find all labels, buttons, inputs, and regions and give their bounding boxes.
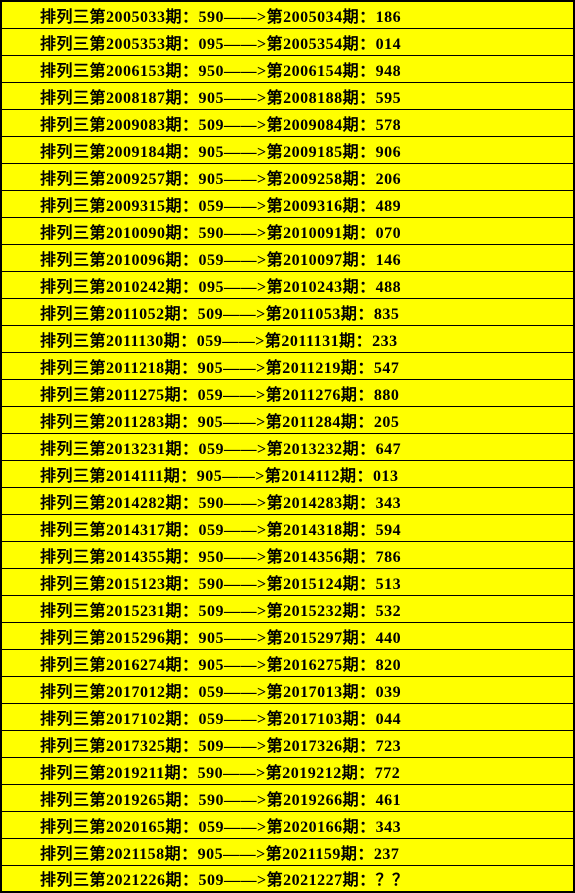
table-row: 排列三第2005353期：095——>第2005354期：014 [1, 28, 574, 55]
lottery-record-cell: 排列三第2008187期：905——>第2008188期：595 [1, 82, 574, 109]
table-row: 排列三第2009257期：905——>第2009258期：206 [1, 163, 574, 190]
table-row: 排列三第2011130期：059——>第2011131期：233 [1, 325, 574, 352]
table-row: 排列三第2016274期：905——>第2016275期：820 [1, 649, 574, 676]
table-row: 排列三第2008187期：905——>第2008188期：595 [1, 82, 574, 109]
table-row: 排列三第2015296期：905——>第2015297期：440 [1, 622, 574, 649]
table-row: 排列三第2019211期：590——>第2019212期：772 [1, 757, 574, 784]
table-row: 排列三第2021158期：905——>第2021159期：237 [1, 838, 574, 865]
table-row: 排列三第2005033期：590——>第2005034期：186 [1, 1, 574, 28]
lottery-record-cell: 排列三第2011052期：509——>第2011053期：835 [1, 298, 574, 325]
table-row: 排列三第2021226期：509——>第2021227期：？？ [1, 865, 574, 892]
lottery-record-cell: 排列三第2009184期：905——>第2009185期：906 [1, 136, 574, 163]
lottery-record-cell: 排列三第2014317期：059——>第2014318期：594 [1, 514, 574, 541]
lottery-record-cell: 排列三第2011275期：059——>第2011276期：880 [1, 379, 574, 406]
table-row: 排列三第2011218期：905——>第2011219期：547 [1, 352, 574, 379]
lottery-record-cell: 排列三第2006153期：950——>第2006154期：948 [1, 55, 574, 82]
lottery-record-cell: 排列三第2014111期：905——>第2014112期：013 [1, 460, 574, 487]
table-row: 排列三第2009083期：509——>第2009084期：578 [1, 109, 574, 136]
lottery-record-cell: 排列三第2021226期：509——>第2021227期：？？ [1, 865, 574, 892]
table-row: 排列三第2017325期：509——>第2017326期：723 [1, 730, 574, 757]
lottery-record-cell: 排列三第2009315期：059——>第2009316期：489 [1, 190, 574, 217]
table-row: 排列三第2009315期：059——>第2009316期：489 [1, 190, 574, 217]
table-row: 排列三第2014282期：590——>第2014283期：343 [1, 487, 574, 514]
table-row: 排列三第2015123期：590——>第2015124期：513 [1, 568, 574, 595]
lottery-record-cell: 排列三第2014355期：950——>第2014356期：786 [1, 541, 574, 568]
lottery-record-cell: 排列三第2010090期：590——>第2010091期：070 [1, 217, 574, 244]
table-row: 排列三第2011275期：059——>第2011276期：880 [1, 379, 574, 406]
lottery-record-cell: 排列三第2011283期：905——>第2011284期：205 [1, 406, 574, 433]
table-row: 排列三第2010096期：059——>第2010097期：146 [1, 244, 574, 271]
lottery-record-cell: 排列三第2005353期：095——>第2005354期：014 [1, 28, 574, 55]
lottery-record-cell: 排列三第2010242期：095——>第2010243期：488 [1, 271, 574, 298]
lottery-record-cell: 排列三第2013231期：059——>第2013232期：647 [1, 433, 574, 460]
lottery-record-cell: 排列三第2014282期：590——>第2014283期：343 [1, 487, 574, 514]
lottery-record-cell: 排列三第2017325期：509——>第2017326期：723 [1, 730, 574, 757]
lottery-record-cell: 排列三第2019265期：590——>第2019266期：461 [1, 784, 574, 811]
lottery-record-cell: 排列三第2011218期：905——>第2011219期：547 [1, 352, 574, 379]
lottery-record-cell: 排列三第2020165期：059——>第2020166期：343 [1, 811, 574, 838]
table-row: 排列三第2006153期：950——>第2006154期：948 [1, 55, 574, 82]
lottery-history-table: 排列三第2005033期：590——>第2005034期：186排列三第2005… [0, 0, 575, 893]
table-row: 排列三第2011283期：905——>第2011284期：205 [1, 406, 574, 433]
lottery-record-cell: 排列三第2009083期：509——>第2009084期：578 [1, 109, 574, 136]
table-row: 排列三第2020165期：059——>第2020166期：343 [1, 811, 574, 838]
table-row: 排列三第2011052期：509——>第2011053期：835 [1, 298, 574, 325]
table-row: 排列三第2019265期：590——>第2019266期：461 [1, 784, 574, 811]
lottery-record-cell: 排列三第2011130期：059——>第2011131期：233 [1, 325, 574, 352]
lottery-record-cell: 排列三第2021158期：905——>第2021159期：237 [1, 838, 574, 865]
lottery-record-cell: 排列三第2009257期：905——>第2009258期：206 [1, 163, 574, 190]
table-row: 排列三第2009184期：905——>第2009185期：906 [1, 136, 574, 163]
lottery-record-cell: 排列三第2019211期：590——>第2019212期：772 [1, 757, 574, 784]
table-row: 排列三第2010242期：095——>第2010243期：488 [1, 271, 574, 298]
table-row: 排列三第2014111期：905——>第2014112期：013 [1, 460, 574, 487]
lottery-record-cell: 排列三第2016274期：905——>第2016275期：820 [1, 649, 574, 676]
table-row: 排列三第2013231期：059——>第2013232期：647 [1, 433, 574, 460]
lottery-record-cell: 排列三第2015296期：905——>第2015297期：440 [1, 622, 574, 649]
table-body: 排列三第2005033期：590——>第2005034期：186排列三第2005… [1, 1, 574, 892]
lottery-record-cell: 排列三第2015123期：590——>第2015124期：513 [1, 568, 574, 595]
lottery-record-cell: 排列三第2005033期：590——>第2005034期：186 [1, 1, 574, 28]
table-row: 排列三第2017012期：059——>第2017013期：039 [1, 676, 574, 703]
table-row: 排列三第2015231期：509——>第2015232期：532 [1, 595, 574, 622]
lottery-record-cell: 排列三第2015231期：509——>第2015232期：532 [1, 595, 574, 622]
table-row: 排列三第2017102期：059——>第2017103期：044 [1, 703, 574, 730]
table-row: 排列三第2010090期：590——>第2010091期：070 [1, 217, 574, 244]
lottery-record-cell: 排列三第2010096期：059——>第2010097期：146 [1, 244, 574, 271]
table-row: 排列三第2014317期：059——>第2014318期：594 [1, 514, 574, 541]
lottery-record-cell: 排列三第2017012期：059——>第2017013期：039 [1, 676, 574, 703]
lottery-record-cell: 排列三第2017102期：059——>第2017103期：044 [1, 703, 574, 730]
table-row: 排列三第2014355期：950——>第2014356期：786 [1, 541, 574, 568]
